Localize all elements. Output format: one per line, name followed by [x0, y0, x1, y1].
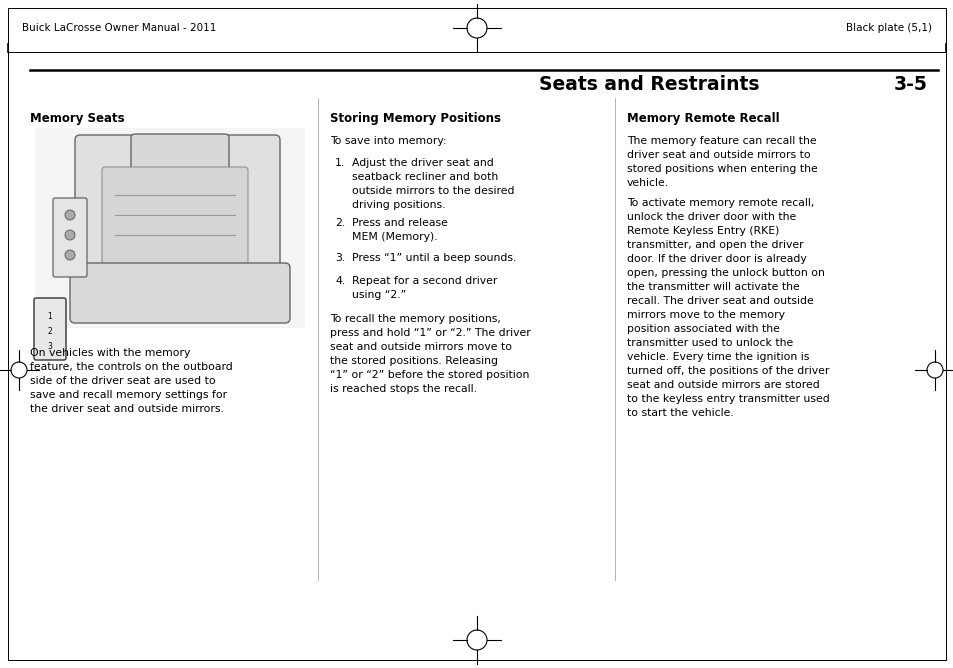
Text: The memory feature can recall the
driver seat and outside mirrors to
stored posi: The memory feature can recall the driver… — [626, 136, 817, 188]
FancyBboxPatch shape — [131, 134, 229, 177]
Text: 1.: 1. — [335, 158, 345, 168]
FancyBboxPatch shape — [75, 135, 280, 295]
Text: On vehicles with the memory
feature, the controls on the outboard
side of the dr: On vehicles with the memory feature, the… — [30, 348, 233, 414]
Text: Seats and Restraints: Seats and Restraints — [539, 75, 760, 94]
Text: 2: 2 — [48, 327, 52, 336]
Text: 4.: 4. — [335, 275, 345, 285]
Circle shape — [65, 210, 75, 220]
Bar — [35, 128, 305, 328]
Text: 3: 3 — [48, 342, 52, 351]
FancyBboxPatch shape — [102, 167, 248, 273]
FancyBboxPatch shape — [34, 298, 66, 360]
Text: Press and release
MEM (Memory).: Press and release MEM (Memory). — [352, 218, 447, 242]
Text: Black plate (5,1): Black plate (5,1) — [845, 23, 931, 33]
Circle shape — [65, 230, 75, 240]
Text: Memory Remote Recall: Memory Remote Recall — [626, 112, 779, 125]
Text: To activate memory remote recall,
unlock the driver door with the
Remote Keyless: To activate memory remote recall, unlock… — [626, 198, 829, 418]
Text: 2.: 2. — [335, 218, 345, 228]
FancyBboxPatch shape — [70, 263, 290, 323]
Text: 1: 1 — [48, 312, 52, 321]
Text: 3.: 3. — [335, 253, 345, 263]
Text: To save into memory:: To save into memory: — [330, 136, 446, 146]
Text: To recall the memory positions,
press and hold “1” or “2.” The driver
seat and o: To recall the memory positions, press an… — [330, 315, 530, 395]
Text: 3-5: 3-5 — [893, 75, 927, 94]
Text: Repeat for a second driver
using “2.”: Repeat for a second driver using “2.” — [352, 275, 497, 299]
Text: Press “1” until a beep sounds.: Press “1” until a beep sounds. — [352, 253, 516, 263]
Circle shape — [65, 250, 75, 260]
Text: Buick LaCrosse Owner Manual - 2011: Buick LaCrosse Owner Manual - 2011 — [22, 23, 216, 33]
Text: Storing Memory Positions: Storing Memory Positions — [330, 112, 500, 125]
Text: Adjust the driver seat and
seatback recliner and both
outside mirrors to the des: Adjust the driver seat and seatback recl… — [352, 158, 514, 210]
Text: Memory Seats: Memory Seats — [30, 112, 125, 125]
FancyBboxPatch shape — [53, 198, 87, 277]
